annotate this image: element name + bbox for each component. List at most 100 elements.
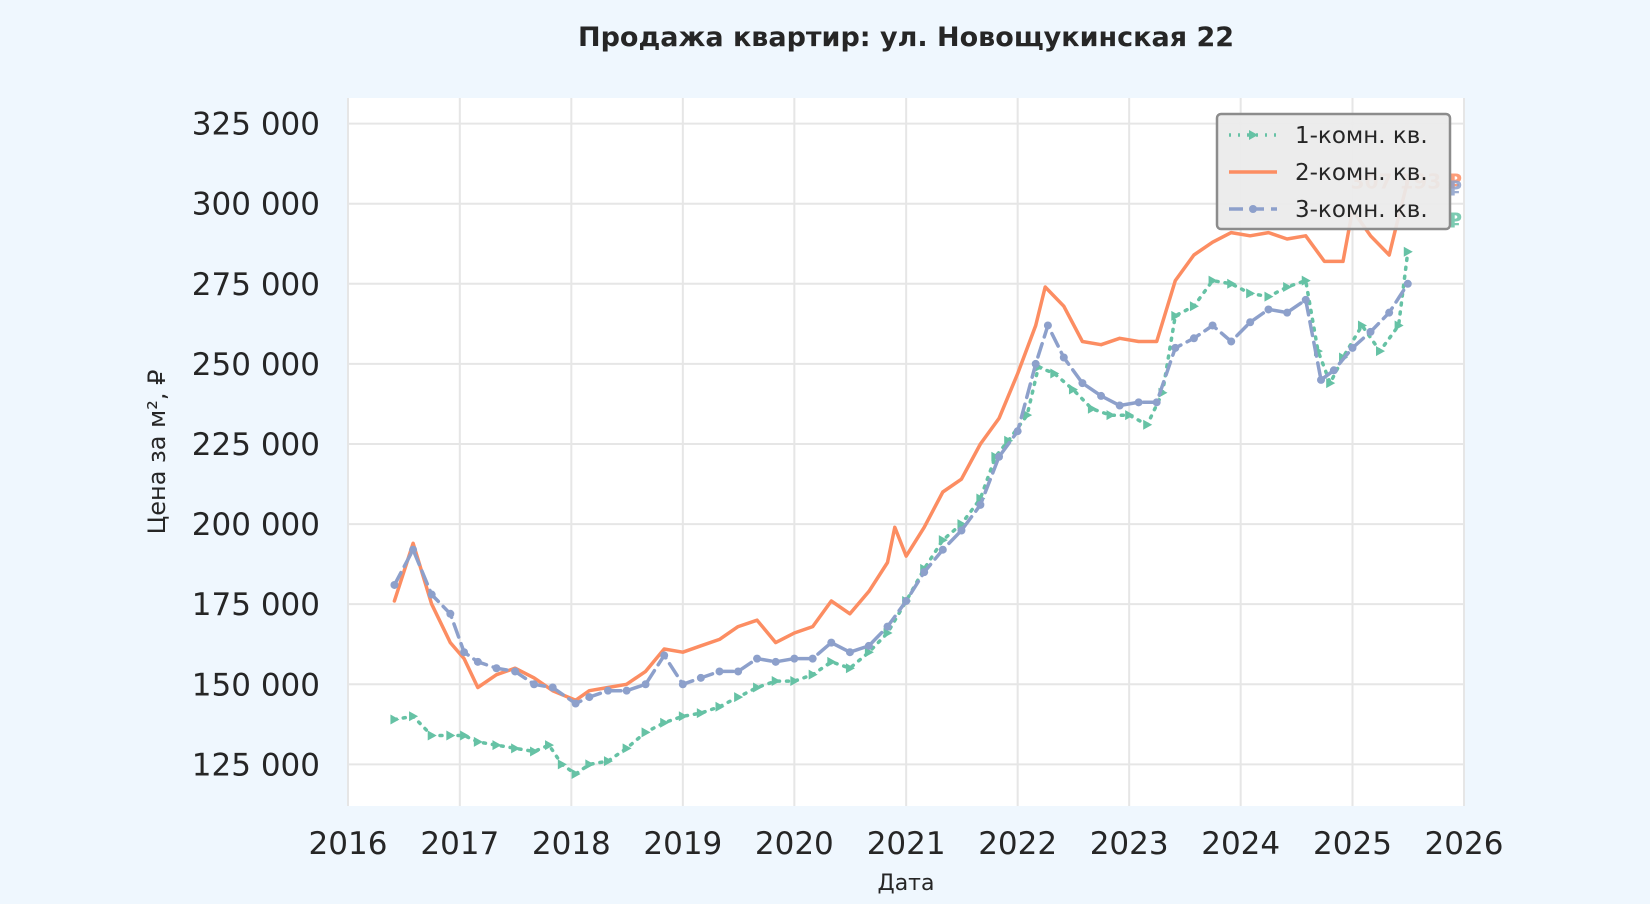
data-point [511,667,520,676]
data-point [511,743,521,754]
data-point [603,686,612,695]
data-point [1143,419,1153,430]
data-point [530,680,539,689]
data-point [427,590,436,599]
data-point [1403,279,1412,288]
data-point [1357,320,1367,331]
data-point [678,680,687,689]
data-point [1208,275,1218,286]
data-point [660,651,669,660]
data-point [1106,410,1116,421]
data-point [808,669,818,680]
data-point [622,743,632,754]
y-tick-label: 225 000 [192,427,320,463]
legend: 1-комн. кв. 2-комн. кв. 3-комн. кв. [1215,112,1452,231]
data-point [1189,334,1198,343]
data-point [696,708,706,719]
data-point [1348,343,1357,352]
data-point [1171,343,1180,352]
x-tick-label: 2022 [978,826,1057,862]
data-point [571,699,580,708]
data-point [1097,391,1106,400]
data-point [734,667,743,676]
data-point [1317,375,1326,384]
legend-box [1215,112,1452,231]
data-point [1043,321,1052,330]
x-tick-label: 2026 [1425,826,1504,862]
data-point [585,693,594,702]
y-tick-label: 250 000 [192,347,320,383]
data-point [1329,366,1338,375]
y-axis-label: Цена за м², ₽ [143,370,171,535]
data-point [530,746,540,757]
data-point [660,717,670,728]
data-point [641,727,651,738]
data-point [1031,359,1040,368]
data-point [548,683,557,692]
series-layer [390,178,1413,779]
data-point [771,676,781,687]
legend-label: 2-комн. кв. [1295,160,1428,186]
data-point [1068,384,1078,395]
y-tick-label: 125 000 [192,747,320,783]
data-point [1171,310,1181,321]
data-point [790,676,800,687]
data-point [753,682,763,693]
data-point [1050,368,1060,379]
data-point [1125,410,1135,421]
data-point [715,701,725,712]
data-point [883,622,892,631]
data-point [920,568,929,577]
series-3 [390,279,1412,708]
data-point [1366,327,1375,336]
data-point [1375,346,1385,357]
data-point [1023,410,1033,421]
data-point [1013,427,1022,436]
data-point [427,730,437,741]
legend-item: 1-комн. кв. [1229,123,1428,149]
chart-title: Продажа квартир: ул. Новощукинская 22 [578,22,1234,53]
y-tick-label: 275 000 [192,267,320,303]
data-point [390,580,399,589]
data-point [976,493,986,504]
x-tick-label: 2025 [1313,826,1392,862]
data-point [603,756,613,767]
data-point [715,667,724,676]
x-tick-label: 2018 [532,826,611,862]
x-tick-label: 2019 [643,826,722,862]
data-point [957,519,967,530]
data-point [1301,275,1311,286]
data-point [734,692,744,703]
y-tick-labels: 125 000 150 000 175 000 200 000 225 000 250 0… [192,107,320,784]
legend-marker [1249,205,1257,213]
data-point [1134,398,1143,407]
x-tick-label: 2023 [1090,826,1169,862]
data-point [995,452,1004,461]
series-line [392,178,1410,703]
data-point [864,641,873,650]
data-point [473,736,483,747]
data-point [1189,301,1199,312]
data-point [1283,282,1293,293]
data-point [409,711,419,722]
data-point [1059,353,1068,362]
data-point [641,680,650,689]
data-point [1152,398,1161,407]
data-point [1326,378,1336,389]
data-point [696,673,705,682]
data-point [845,648,854,657]
data-point [883,628,893,639]
data-point [1227,278,1237,289]
data-point [571,768,581,779]
data-point [771,657,780,666]
series-2 [392,178,1410,703]
data-point [1246,318,1255,327]
data-point [409,545,418,554]
legend-item: 2-комн. кв. [1229,160,1428,186]
data-point [1264,291,1274,302]
data-point [1087,403,1097,414]
data-point [1004,435,1014,446]
x-tick-label: 2021 [867,826,946,862]
